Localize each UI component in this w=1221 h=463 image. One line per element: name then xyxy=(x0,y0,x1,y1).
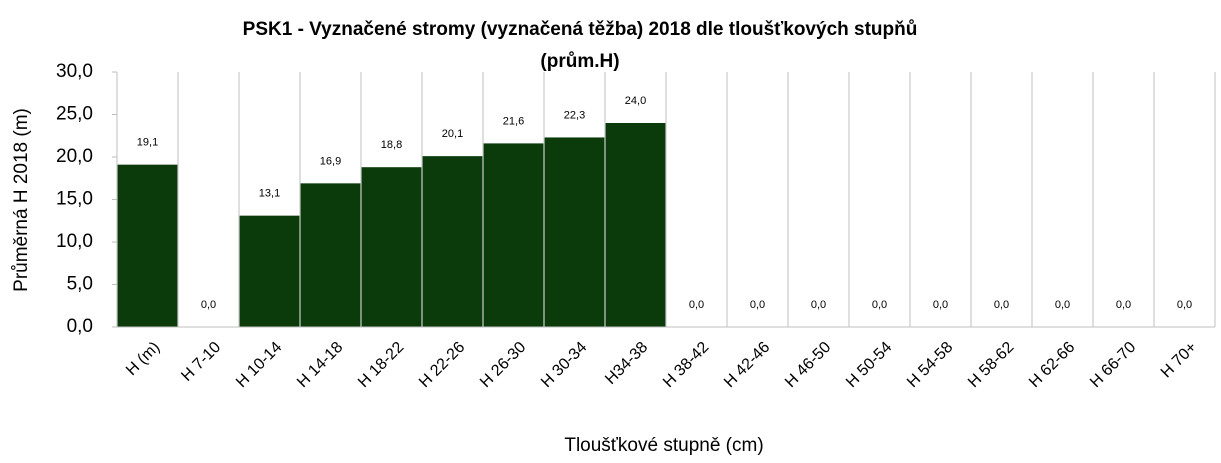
value-label: 0,0 xyxy=(872,299,887,311)
value-label: 13,1 xyxy=(259,188,280,200)
bar xyxy=(483,143,544,327)
x-tick-label: H 46-50 xyxy=(782,339,834,391)
y-tick-label: 5,0 xyxy=(67,274,93,295)
x-tick-label: H 54-58 xyxy=(904,339,956,391)
value-label: 24,0 xyxy=(625,95,646,107)
x-tick-label: H 7-10 xyxy=(178,339,224,385)
bar xyxy=(239,215,300,327)
x-tick-label: H 14-18 xyxy=(294,339,346,391)
y-tick-label: 30,0 xyxy=(56,61,93,82)
value-label: 19,1 xyxy=(137,137,158,149)
y-tick-label: 15,0 xyxy=(56,189,93,210)
value-label: 0,0 xyxy=(201,299,216,311)
value-label: 0,0 xyxy=(689,299,704,311)
x-tick-label: H 62-66 xyxy=(1026,339,1078,391)
x-tick-label: H 18-22 xyxy=(355,339,407,391)
value-label: 0,0 xyxy=(933,299,948,311)
value-label: 20,1 xyxy=(442,128,463,140)
x-tick-label: H 26-30 xyxy=(477,339,529,391)
x-tick-label: H 22-26 xyxy=(416,339,468,391)
value-label: 0,0 xyxy=(750,299,765,311)
value-label: 0,0 xyxy=(1116,299,1131,311)
x-tick-label: H 70+ xyxy=(1158,339,1201,382)
chart-title: (prům.H) xyxy=(540,51,619,72)
value-label: 0,0 xyxy=(994,299,1009,311)
x-tick-label: H 42-46 xyxy=(721,339,773,391)
value-label: 16,9 xyxy=(320,155,341,167)
value-label: 18,8 xyxy=(381,139,402,151)
x-tick-label: H34-38 xyxy=(602,339,651,388)
x-tick-label: H 10-14 xyxy=(233,339,285,391)
y-tick-label: 20,0 xyxy=(56,146,93,167)
x-tick-label: H 38-42 xyxy=(660,339,712,391)
y-tick-label: 0,0 xyxy=(67,316,93,337)
value-label: 0,0 xyxy=(811,299,826,311)
value-label: 22,3 xyxy=(564,109,585,121)
x-tick-label: H 30-34 xyxy=(538,339,590,391)
y-axis-label: Průměrná H 2018 (m) xyxy=(11,108,32,292)
value-label: 0,0 xyxy=(1177,299,1192,311)
y-tick-label: 25,0 xyxy=(56,104,93,125)
bar xyxy=(300,183,361,327)
bar xyxy=(605,123,666,327)
chart-title: PSK1 - Vyznačené stromy (vyznačená těžba… xyxy=(243,19,918,40)
value-label: 21,6 xyxy=(503,115,524,127)
x-tick-label: H 66-70 xyxy=(1087,339,1139,391)
x-tick-label: H 58-62 xyxy=(965,339,1017,391)
bar xyxy=(544,137,605,327)
y-tick-label: 10,0 xyxy=(56,231,93,252)
x-tick-label: H (m) xyxy=(123,339,163,379)
bar xyxy=(117,164,178,327)
bar xyxy=(422,156,483,327)
x-axis-label: Tloušťkové stupně (cm) xyxy=(564,435,763,456)
value-label: 0,0 xyxy=(1055,299,1070,311)
x-tick-label: H 50-54 xyxy=(843,339,895,391)
bar xyxy=(361,167,422,327)
